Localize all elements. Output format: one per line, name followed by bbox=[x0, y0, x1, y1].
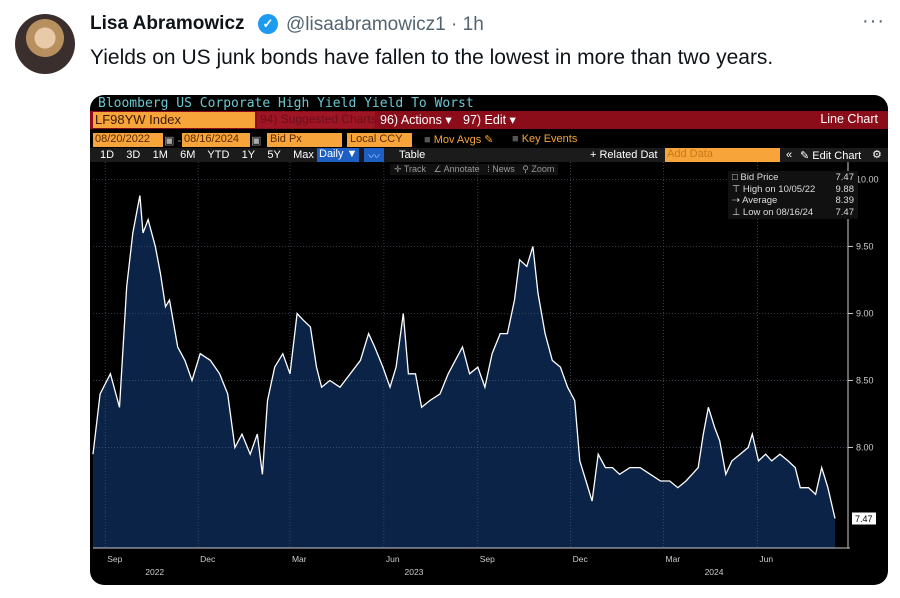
verified-check-icon: ✓ bbox=[258, 14, 278, 34]
period-buttons[interactable]: 1D 3D 1M 6M YTD 1Y 5Y Max bbox=[100, 149, 314, 161]
period-1d[interactable]: 1D bbox=[100, 149, 115, 161]
last-value-label: 7.47 bbox=[855, 514, 873, 524]
x-tick-label: Mar bbox=[292, 554, 307, 564]
legend-bid: □ Bid Price 7.47 bbox=[732, 172, 854, 183]
edit-menu[interactable]: 97) Edit ▾ bbox=[463, 113, 516, 127]
author-handle-time[interactable]: @lisaabramowicz1 · 1h bbox=[286, 14, 484, 36]
series-line bbox=[92, 195, 836, 519]
y-tick-label: 10.00 bbox=[856, 174, 879, 184]
table-button[interactable]: Table bbox=[399, 149, 426, 161]
more-options-icon[interactable]: ··· bbox=[862, 10, 885, 32]
chart-type-label: Line Chart bbox=[820, 112, 878, 126]
year-label: 2024 bbox=[705, 567, 724, 577]
toolbar-row: LF98YW Index 94) Suggested Charts ▾ 96) … bbox=[90, 111, 888, 129]
mov-avgs-checkbox[interactable]: ■ Mov Avgs ✎ bbox=[424, 134, 494, 146]
settings-gear-icon[interactable]: ⚙ bbox=[872, 149, 882, 161]
x-tick-label: Sep bbox=[480, 554, 495, 564]
legend-low: ⊥ Low on 08/16/24 7.47 bbox=[732, 206, 854, 218]
year-label: 2023 bbox=[404, 567, 423, 577]
calendar-icon[interactable]: ▣ bbox=[251, 135, 262, 147]
timestamp[interactable]: · 1h bbox=[451, 14, 484, 35]
chart-tools: ✛ Track ∠ Annotate ⁞ News ⚲ Zoom bbox=[390, 164, 559, 175]
related-data-button[interactable]: + Related Dat bbox=[590, 149, 658, 161]
author-handle[interactable]: @lisaabramowicz1 bbox=[286, 14, 446, 35]
period-row: 1D 3D 1M 6M YTD 1Y 5Y Max Daily ▼ 〰 Tabl… bbox=[90, 148, 888, 163]
key-events-label: Key Events bbox=[521, 133, 578, 145]
edit-chart-label: Edit Chart bbox=[812, 150, 862, 162]
series-area bbox=[93, 195, 835, 548]
end-date-field[interactable]: 08/16/2024 bbox=[182, 133, 250, 147]
price-chart[interactable]: 10.00 9.50 9.00 8.50 8.00 Sep Dec Mar Jun Sep Dec M… bbox=[90, 95, 888, 585]
x-tick-label: Dec bbox=[573, 554, 589, 564]
frequency-select[interactable]: Daily ▼ bbox=[317, 148, 359, 162]
ticker-field[interactable]: LF98YW Index bbox=[93, 112, 255, 128]
suggested-charts-button[interactable]: 94) Suggested Charts ▾ bbox=[257, 112, 386, 128]
news-tool[interactable]: ⁞ News bbox=[487, 164, 515, 174]
annotate-tool[interactable]: ∠ Annotate bbox=[433, 164, 480, 174]
period-ytd[interactable]: YTD bbox=[207, 149, 230, 161]
period-1m[interactable]: 1M bbox=[152, 149, 168, 161]
period-max[interactable]: Max bbox=[293, 149, 314, 161]
tweet-text: Yields on US junk bonds have fallen to t… bbox=[90, 46, 774, 69]
collapse-icon[interactable]: « bbox=[786, 149, 793, 161]
period-1y[interactable]: 1Y bbox=[241, 149, 256, 161]
line-chart-icon[interactable]: 〰 bbox=[364, 148, 384, 163]
calendar-icon[interactable]: ▣ - bbox=[164, 135, 182, 147]
add-data-input[interactable]: Add Data bbox=[665, 148, 780, 162]
actions-menu[interactable]: 96) Actions ▾ bbox=[380, 113, 452, 127]
legend-high: ⊤ High on 10/05/22 9.88 bbox=[732, 183, 854, 195]
x-tick-label: Jun bbox=[386, 554, 400, 564]
period-5y[interactable]: 5Y bbox=[267, 149, 281, 161]
x-tick-label: Dec bbox=[200, 554, 216, 564]
period-6m[interactable]: 6M bbox=[180, 149, 196, 161]
x-tick-label: Jun bbox=[759, 554, 773, 564]
track-tool[interactable]: ✛ Track bbox=[394, 164, 427, 174]
currency-select[interactable]: Local CCY bbox=[347, 133, 412, 147]
zoom-tool[interactable]: ⚲ Zoom bbox=[522, 164, 555, 174]
y-tick-label: 8.50 bbox=[856, 375, 874, 385]
chart-legend: □ Bid Price 7.47 ⊤ High on 10/05/22 9.88 ⇢… bbox=[728, 171, 858, 219]
security-title: Bloomberg US Corporate High Yield Yield … bbox=[98, 96, 474, 111]
y-tick-label: 9.00 bbox=[856, 308, 874, 318]
author-name[interactable]: Lisa Abramowicz bbox=[90, 13, 245, 34]
y-tick-label: 8.00 bbox=[856, 442, 874, 452]
mov-avgs-label: Mov Avgs bbox=[433, 134, 482, 146]
y-tick-label: 9.50 bbox=[856, 241, 874, 251]
last-value-box bbox=[852, 512, 876, 525]
edit-chart-button[interactable]: ✎ Edit Chart bbox=[800, 150, 862, 162]
legend-average: ⇢ Average 8.39 bbox=[732, 195, 854, 206]
x-tick-label: Mar bbox=[666, 554, 681, 564]
start-date-field[interactable]: 08/20/2022 bbox=[93, 133, 163, 147]
key-events-checkbox[interactable]: ■ Key Events bbox=[512, 133, 578, 145]
year-label: 2022 bbox=[145, 567, 164, 577]
x-tick-label: Sep bbox=[107, 554, 122, 564]
chart-image[interactable]: Bloomberg US Corporate High Yield Yield … bbox=[90, 95, 888, 585]
avatar[interactable] bbox=[15, 14, 75, 74]
period-3d[interactable]: 3D bbox=[126, 149, 141, 161]
field-select[interactable]: Bid Px bbox=[267, 133, 342, 147]
